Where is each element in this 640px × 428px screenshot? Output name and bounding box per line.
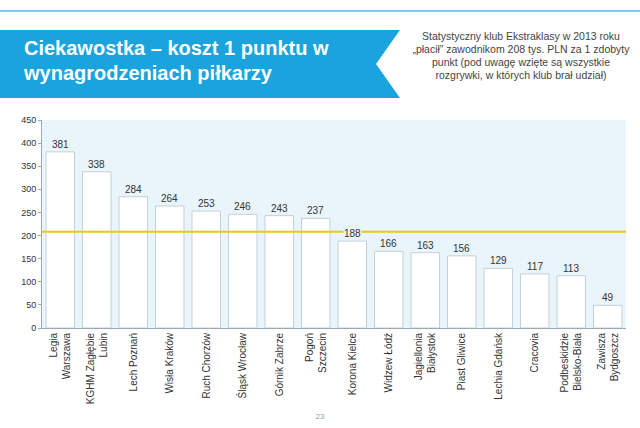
html-text:Statystyczny klub Ekstraklasy: Statystyczny klub Ekstraklasy w 2013 rok…	[412, 30, 630, 81]
svg-text:253: 253	[198, 198, 215, 209]
svg-text:188: 188	[344, 228, 361, 239]
svg-text:156: 156	[453, 243, 470, 254]
svg-text:0: 0	[31, 323, 36, 333]
svg-text:166: 166	[380, 238, 397, 249]
svg-text:129: 129	[490, 255, 507, 266]
svg-text:ZawiszaBydgoszcz: ZawiszaBydgoszcz	[596, 333, 620, 382]
svg-text:Cracovia: Cracovia	[529, 333, 540, 373]
svg-text:113: 113	[563, 263, 579, 274]
svg-text:117: 117	[527, 261, 543, 272]
svg-text:284: 284	[125, 184, 142, 195]
html-text:Ciekawostka – koszt 1 punktu w: Ciekawostka – koszt 1 punktu w wynagrodz…	[24, 37, 329, 84]
svg-text:Wisła Kraków: Wisła Kraków	[164, 332, 175, 393]
svg-text:PogońSzczecin: PogońSzczecin	[304, 333, 328, 373]
svg-text:JagielloniaBiałystok: JagielloniaBiałystok	[413, 332, 437, 380]
svg-text:Piast Gliwice: Piast Gliwice	[456, 333, 467, 391]
svg-text:450: 450	[21, 115, 36, 125]
svg-text:100: 100	[21, 277, 36, 287]
svg-text:264: 264	[161, 193, 178, 204]
svg-text:49: 49	[602, 292, 614, 303]
svg-text:163: 163	[417, 240, 434, 251]
svg-text:246: 246	[234, 201, 251, 212]
svg-text:Górnik Zabrze: Górnik Zabrze	[274, 333, 285, 397]
svg-text:350: 350	[21, 161, 36, 171]
svg-text:Lechia Gdańsk: Lechia Gdańsk	[493, 332, 504, 400]
html-text:23: 23	[315, 412, 325, 421]
svg-text:300: 300	[21, 184, 36, 194]
svg-text:338: 338	[88, 159, 105, 170]
svg-text:KGHM ZagłębieLubin: KGHM ZagłębieLubin	[85, 333, 109, 405]
svg-text:250: 250	[21, 208, 36, 218]
svg-text:PodbeskidzieBielsko-Biała: PodbeskidzieBielsko-Biała	[559, 333, 583, 393]
svg-text:381: 381	[52, 139, 69, 150]
svg-text:LegiaWarszawa: LegiaWarszawa	[48, 333, 72, 380]
svg-text:400: 400	[21, 138, 36, 148]
svg-text:Lech Poznań: Lech Poznań	[128, 333, 139, 391]
svg-text:237: 237	[307, 205, 324, 216]
svg-text:50: 50	[26, 300, 36, 310]
svg-text:200: 200	[21, 231, 36, 241]
svg-text:Śląsk Wrocław: Śląsk Wrocław	[236, 332, 248, 398]
svg-text:Widzew Łódź: Widzew Łódź	[383, 333, 394, 392]
svg-text:243: 243	[271, 203, 288, 214]
svg-text:Korona Kielce: Korona Kielce	[347, 333, 358, 396]
svg-text:150: 150	[21, 254, 36, 264]
svg-text:Ruch Chorzów: Ruch Chorzów	[201, 332, 212, 398]
